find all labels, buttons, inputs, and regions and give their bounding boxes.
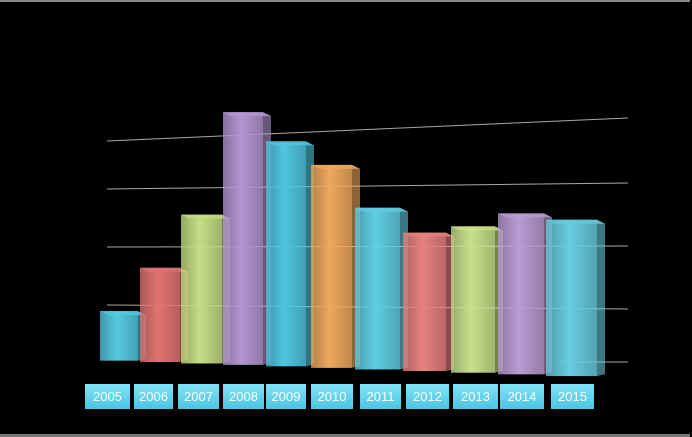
category-label-box — [360, 384, 401, 409]
bar-2013 — [451, 226, 503, 373]
bar-front — [266, 141, 306, 367]
category-label-box — [551, 384, 594, 409]
category-label: 2013 — [453, 384, 498, 409]
category-label: 2014 — [500, 384, 544, 409]
bar-2012 — [403, 232, 454, 372]
category-label-text: 2009 — [272, 389, 301, 404]
bar-2015 — [546, 219, 605, 377]
category-label: 2009 — [266, 384, 306, 409]
bar-front — [498, 213, 544, 375]
category-label-text: 2012 — [413, 389, 442, 404]
bar-front — [100, 311, 138, 361]
category-label: 2007 — [178, 384, 219, 409]
category-label: 2010 — [311, 384, 353, 409]
category-label-text: 2006 — [139, 389, 168, 404]
category-label-box — [453, 384, 498, 409]
bar-2007 — [181, 214, 230, 364]
bar-2010 — [311, 164, 360, 368]
bar-2014 — [498, 213, 552, 375]
bar-2006 — [140, 267, 188, 363]
bar-shade — [100, 311, 138, 361]
category-labels: 2005 2006 2007 2008 2009 2010 2011 2012 2013 2014… — [85, 384, 594, 409]
category-label-box — [311, 384, 353, 409]
category-label: 2011 — [360, 384, 401, 409]
category-label-box — [500, 384, 544, 409]
category-label-text: 2014 — [508, 389, 537, 404]
bar-2011 — [355, 207, 408, 370]
bar-side — [597, 219, 605, 377]
category-label: 2008 — [223, 384, 264, 409]
bar-2008 — [223, 112, 271, 365]
bar-shade — [355, 207, 400, 370]
category-label: 2006 — [134, 384, 173, 409]
bar-shade — [140, 267, 180, 363]
bar-shade — [546, 219, 597, 377]
bar-shade — [498, 213, 544, 375]
gridline — [106, 182, 629, 190]
category-label-text: 2010 — [318, 389, 347, 404]
bar-shade — [223, 112, 263, 365]
category-label: 2015 — [551, 384, 594, 409]
bar-front — [311, 164, 352, 368]
category-label-box — [85, 384, 130, 409]
bar-shade — [311, 164, 352, 368]
category-label-box — [178, 384, 219, 409]
gridline — [106, 117, 629, 142]
category-label-box — [266, 384, 306, 409]
bar-front — [223, 112, 263, 365]
bar-front — [181, 214, 222, 364]
bar-2005 — [100, 311, 146, 361]
category-label-box — [134, 384, 173, 409]
category-label-text: 2015 — [558, 389, 587, 404]
bar-front — [140, 267, 180, 363]
bar-front — [355, 207, 400, 370]
bar-front — [451, 226, 495, 373]
bars — [100, 112, 605, 377]
bar-shade — [451, 226, 495, 373]
category-label: 2012 — [406, 384, 449, 409]
bar-front — [403, 232, 446, 372]
bar-2009 — [266, 141, 314, 367]
bar-shade — [181, 214, 222, 364]
bar-shade — [266, 141, 306, 367]
category-label-text: 2011 — [367, 389, 395, 404]
category-label-text: 2013 — [461, 389, 490, 404]
bar-shade — [403, 232, 446, 372]
category-label-text: 2008 — [229, 389, 258, 404]
category-label: 2005 — [85, 384, 130, 409]
category-label-box — [406, 384, 449, 409]
category-label-text: 2007 — [184, 389, 213, 404]
category-label-text: 2005 — [93, 389, 122, 404]
category-label-box — [223, 384, 264, 409]
bar-front — [546, 219, 597, 377]
